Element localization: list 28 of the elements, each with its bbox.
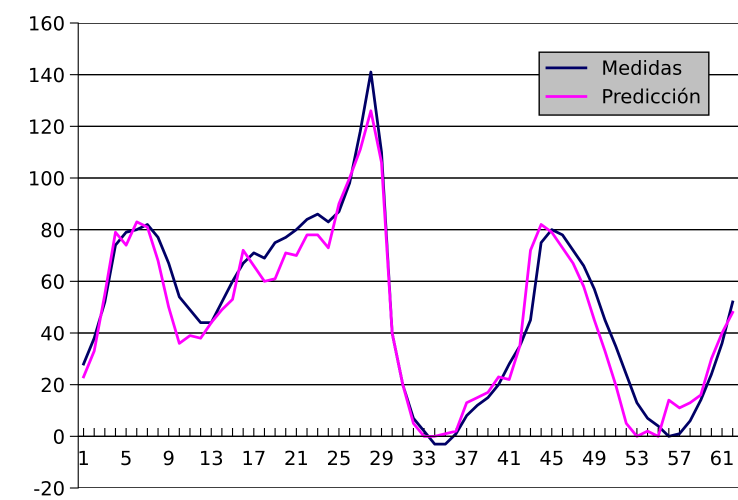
x-tick-label: 45 <box>540 450 562 466</box>
x-tick-label: 33 <box>413 450 435 466</box>
x-tick-label: 29 <box>370 450 393 466</box>
x-tick-label: 17 <box>244 450 265 465</box>
y-tick-label: 60 <box>42 274 64 289</box>
y-tick-label: 160 <box>30 16 64 31</box>
x-tick-label: 41 <box>498 450 520 465</box>
x-tick-label: 9 <box>164 450 174 466</box>
x-tick-label: 49 <box>582 450 606 466</box>
x-tick-label: 53 <box>626 450 648 466</box>
legend-label: Medidas <box>603 60 682 75</box>
x-tick-label: 1 <box>80 450 88 465</box>
y-tick-label: 40 <box>41 326 64 341</box>
y-tick-label: 20 <box>42 378 64 392</box>
x-tick-label: 13 <box>201 450 222 466</box>
x-tick-label: 57 <box>668 450 690 466</box>
y-tick-label: -20 <box>34 480 64 496</box>
x-tick-label: 61 <box>711 450 733 466</box>
x-tick-label: 37 <box>456 450 478 466</box>
x-tick-label: 21 <box>285 450 307 465</box>
y-tick-label: 140 <box>30 68 64 82</box>
legend-label: Predicción <box>603 88 700 104</box>
y-tick-label: 80 <box>42 222 64 238</box>
y-tick-label: 0 <box>54 429 64 444</box>
y-tick-label: 120 <box>30 119 64 134</box>
x-tick-label: 5 <box>121 450 131 466</box>
x-tick-label: 25 <box>328 450 350 466</box>
y-tick-label: 100 <box>30 170 64 186</box>
